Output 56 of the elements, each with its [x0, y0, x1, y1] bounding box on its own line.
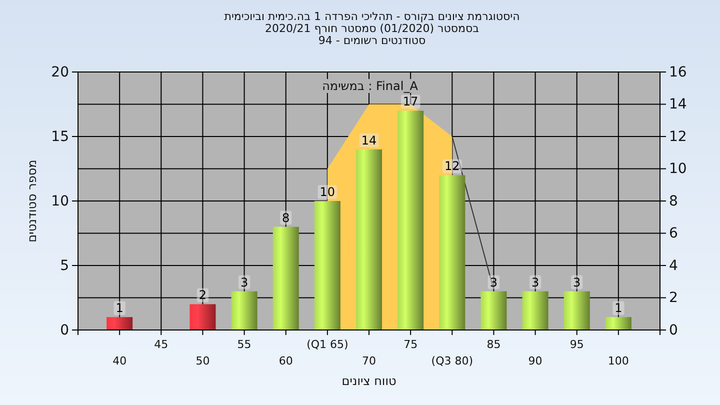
- x-tick-label: 75: [404, 338, 418, 351]
- x-axis-title: טווח ציונים: [342, 374, 396, 388]
- y2-tick-label: 8: [669, 193, 678, 210]
- y-tick-label: 15: [51, 128, 69, 145]
- y2-tick-label: 10: [669, 161, 687, 178]
- x-tick-label: 90: [528, 354, 542, 368]
- data-label: 3: [490, 275, 498, 290]
- y-tick-label: 0: [60, 322, 69, 338]
- x-tick-label: 60: [278, 354, 293, 368]
- data-label: 3: [240, 275, 248, 290]
- x-tick-label: 50: [196, 354, 210, 368]
- x-tick-label: 95: [570, 338, 584, 351]
- data-label: 1: [614, 301, 622, 316]
- bar: [231, 291, 258, 330]
- bar: [272, 226, 299, 330]
- data-label: 1: [116, 301, 124, 316]
- x-tick-label: 70: [362, 354, 376, 368]
- chart-title: היסטוגרמת ציונים בקורס - תהליכי הפרדה 1 בה.כימית וביוכימית: [224, 10, 520, 23]
- y-tick-label: 5: [60, 258, 69, 274]
- y2-tick-label: 14: [669, 96, 687, 113]
- y2-tick-label: 6: [669, 226, 678, 242]
- data-label: 3: [531, 275, 540, 290]
- data-label: 2: [198, 288, 207, 302]
- x-tick-label: (Q1 65): [306, 338, 348, 351]
- data-label: 8: [282, 210, 290, 225]
- bar: [605, 317, 632, 330]
- chart-subtitle: בסמסטר (01/2020) סמסטר חורף 2020/21 סטודנטים רשומים - 94: [265, 22, 479, 47]
- bar: [314, 201, 340, 330]
- y2-tick-label: 16: [669, 64, 687, 80]
- y2-tick-label: 2: [669, 290, 678, 306]
- bar: [106, 317, 133, 330]
- bar: [522, 291, 548, 330]
- bar: [356, 149, 382, 330]
- y-tick-label: 20: [51, 64, 69, 80]
- y-axis-title: מספר סטודנטים: [25, 160, 39, 242]
- data-label: 12: [444, 159, 460, 174]
- bar: [480, 291, 507, 330]
- data-label: 10: [320, 185, 336, 199]
- x-tick-label: 45: [154, 338, 168, 351]
- y-tick-label: 10: [51, 193, 69, 210]
- y2-tick-label: 4: [669, 258, 678, 274]
- y2-tick-label: 12: [669, 128, 687, 145]
- x-tick-label: 40: [112, 354, 127, 368]
- x-tick-label: 55: [237, 338, 252, 351]
- y2-tick-label: 0: [669, 322, 678, 338]
- bar: [190, 304, 216, 330]
- bar: [564, 291, 590, 330]
- x-tick-label: 100: [608, 354, 629, 368]
- bar: [398, 110, 424, 330]
- x-tick-label: (Q3 80): [431, 354, 474, 368]
- data-label: 17: [402, 94, 418, 109]
- x-tick-label: 85: [486, 338, 501, 351]
- annotation: במשימה : Final_A: [322, 79, 419, 93]
- bar: [439, 175, 466, 330]
- data-label: 14: [361, 133, 377, 148]
- data-label: 3: [573, 275, 581, 290]
